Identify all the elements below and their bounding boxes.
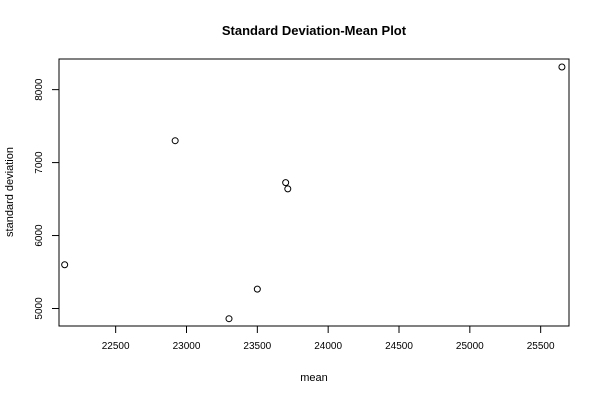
x-tick-label: 23500	[243, 341, 271, 352]
x-tick-label: 23000	[173, 341, 201, 352]
y-tick-label: 7000	[34, 151, 45, 174]
x-axis-label: mean	[300, 372, 328, 384]
plot-frame	[58, 58, 570, 327]
chart-title: Standard Deviation-Mean Plot	[222, 23, 407, 38]
data-point	[284, 185, 292, 193]
x-tick-label: 22500	[102, 341, 130, 352]
y-axis-label: standard deviation	[4, 147, 16, 237]
x-tick-label: 25000	[456, 341, 484, 352]
data-point	[225, 315, 233, 323]
x-tick-label: 24500	[385, 341, 413, 352]
y-axis: 5000 6000 7000 8000	[34, 78, 59, 320]
data-point	[253, 285, 261, 293]
data-point	[558, 63, 566, 71]
y-tick-label: 6000	[34, 224, 45, 247]
data-points	[61, 63, 566, 323]
x-tick-label: 24000	[314, 341, 342, 352]
data-point	[61, 261, 69, 269]
y-tick-label: 5000	[34, 297, 45, 320]
x-tick-label: 25500	[527, 341, 555, 352]
x-axis: 22500 23000 23500 24000 24500 25000 25500	[102, 326, 555, 352]
data-point	[171, 137, 179, 145]
y-tick-label: 8000	[34, 78, 45, 101]
data-point	[282, 179, 290, 187]
